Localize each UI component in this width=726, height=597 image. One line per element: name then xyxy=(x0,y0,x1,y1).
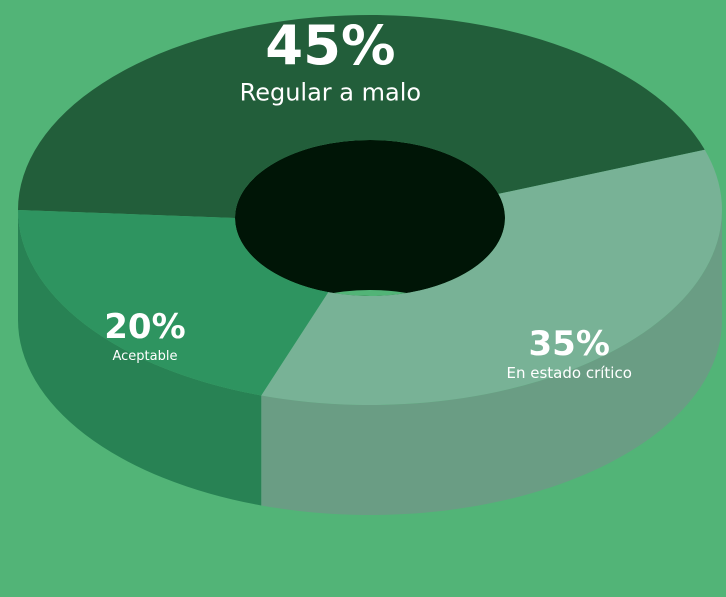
category-label: En estado crítico xyxy=(507,364,632,382)
slice-side xyxy=(261,210,722,515)
category-label: Aceptable xyxy=(112,349,177,364)
slice xyxy=(261,149,723,406)
category-label: Regular a malo xyxy=(240,79,421,107)
slice xyxy=(18,14,705,218)
slice xyxy=(18,210,329,396)
slice-side xyxy=(18,210,262,506)
value-label: 20% xyxy=(104,307,185,347)
value-label: 45% xyxy=(265,14,395,77)
hole-wall xyxy=(235,140,505,296)
value-label: 35% xyxy=(529,324,610,364)
